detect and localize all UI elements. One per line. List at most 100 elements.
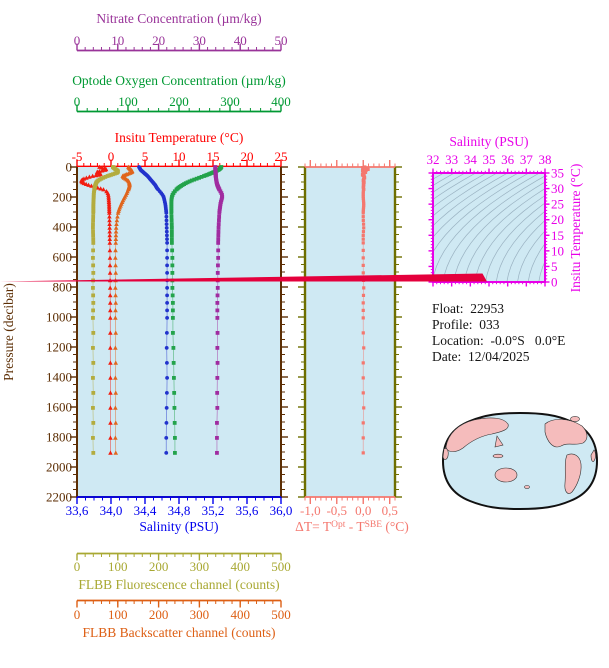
- location-line: Location: -0.0°S 0.0°E: [432, 333, 565, 348]
- data-marker: [107, 248, 113, 253]
- data-marker: [96, 172, 102, 177]
- data-marker: [105, 174, 110, 178]
- data-marker: [361, 361, 365, 365]
- data-marker: [165, 301, 170, 305]
- data-marker: [172, 421, 177, 425]
- data-marker: [108, 330, 113, 335]
- nitrate-profile: [213, 165, 225, 455]
- data-marker: [192, 177, 197, 182]
- data-marker: [113, 229, 119, 234]
- tick-label: 34,8: [168, 503, 191, 518]
- data-marker: [114, 218, 120, 223]
- backscatter-axis: 0 100 200 300 400 500: [74, 599, 291, 622]
- ts-profile-marker: [0, 273, 487, 282]
- backscatter-profile: [113, 164, 135, 455]
- map-australia: [494, 467, 518, 483]
- data-marker: [362, 226, 366, 230]
- data-marker: [164, 211, 169, 215]
- data-marker: [115, 214, 120, 219]
- tick-label: 20: [241, 149, 254, 164]
- delta-t-plot: -1,0 -0,5 0,0 0,5: [298, 160, 402, 518]
- pressure-tick-label: 1600: [46, 400, 72, 415]
- tick-label: -0,5: [326, 503, 347, 518]
- pressure-tick-label: 800: [53, 280, 73, 295]
- ts-temperature-tick-label: 30: [551, 181, 564, 196]
- data-marker: [364, 168, 369, 172]
- tick-label: 400: [271, 94, 291, 109]
- tick-label: 100: [118, 94, 138, 109]
- data-marker: [107, 255, 113, 260]
- oxygen-profile: [169, 165, 224, 455]
- data-marker: [91, 241, 96, 245]
- contour-line: [527, 243, 545, 282]
- data-marker: [165, 263, 170, 268]
- ts-salinity-tick-label: 37: [520, 152, 534, 167]
- ts-salinity-tick-label: 36: [501, 152, 515, 167]
- data-marker: [165, 237, 169, 242]
- tick-label: 10: [111, 33, 124, 48]
- data-marker: [113, 285, 118, 290]
- ts-temperature-tick-label: 35: [551, 166, 564, 181]
- data-marker: [171, 361, 176, 365]
- data-marker: [165, 293, 170, 298]
- data-marker: [165, 241, 170, 245]
- data-marker: [172, 376, 176, 380]
- data-marker: [170, 256, 175, 260]
- data-marker: [107, 236, 113, 242]
- data-marker: [113, 390, 119, 395]
- nitrate-axis: 0 10 20 30 40 50: [74, 33, 288, 52]
- pressure-tick-label: 0: [66, 160, 73, 175]
- delta-t-top-axis: [304, 160, 396, 168]
- data-marker: [113, 263, 118, 268]
- data-marker: [361, 211, 365, 215]
- data-marker: [113, 225, 119, 230]
- data-marker: [170, 286, 175, 290]
- ts-temperature-tick-label: 0: [551, 275, 558, 290]
- data-marker: [107, 233, 112, 238]
- data-marker: [361, 198, 366, 202]
- tick-label: 5: [142, 149, 149, 164]
- fluorescence-axis: 0 100 200 300 400 500: [74, 552, 291, 574]
- data-marker: [113, 270, 119, 275]
- data-marker: [361, 271, 365, 275]
- data-marker: [164, 229, 169, 234]
- data-marker: [215, 346, 220, 350]
- salinity-axis: 33,6 34,0 34,4 34,8 35,2 35,6 36,0: [66, 496, 292, 518]
- oxygen-axis-title: Optode Oxygen Concentration (µm/kg): [72, 73, 286, 88]
- data-marker: [362, 406, 366, 410]
- data-marker: [108, 390, 113, 395]
- data-marker: [91, 211, 96, 215]
- data-marker: [361, 218, 365, 222]
- nitrate-axis-title: Nitrate Concentration (µm/kg): [96, 11, 261, 26]
- data-marker: [91, 451, 96, 455]
- data-marker: [165, 286, 170, 290]
- tick-label: 100: [108, 607, 128, 622]
- data-marker: [361, 196, 365, 201]
- data-marker: [362, 166, 366, 170]
- data-marker: [165, 316, 169, 320]
- data-marker: [107, 285, 113, 290]
- data-marker: [217, 211, 222, 215]
- data-marker: [216, 237, 221, 242]
- tick-label: 300: [190, 559, 210, 574]
- tick-label: 34,4: [134, 503, 157, 518]
- data-marker: [361, 169, 365, 173]
- data-marker: [215, 376, 220, 380]
- main-profile-plot: 0 200 400 600 800 1000 1200 1400 1600 1800 2000 220…: [46, 160, 288, 505]
- data-marker: [108, 375, 113, 380]
- pressure-tick-label: 2200: [46, 490, 72, 505]
- pressure-axis-title: Pressure (decibar): [1, 283, 16, 381]
- data-marker: [164, 331, 169, 335]
- pressure-tick-label: 1400: [46, 370, 72, 385]
- world-map: [441, 411, 599, 511]
- ts-salinity-tick-label: 32: [427, 152, 440, 167]
- tick-label: 34,0: [100, 503, 123, 518]
- data-marker: [215, 286, 220, 290]
- data-marker: [91, 248, 95, 253]
- map-greenland: [570, 416, 580, 422]
- data-marker: [216, 226, 221, 230]
- data-marker: [91, 406, 95, 410]
- data-marker: [91, 308, 95, 313]
